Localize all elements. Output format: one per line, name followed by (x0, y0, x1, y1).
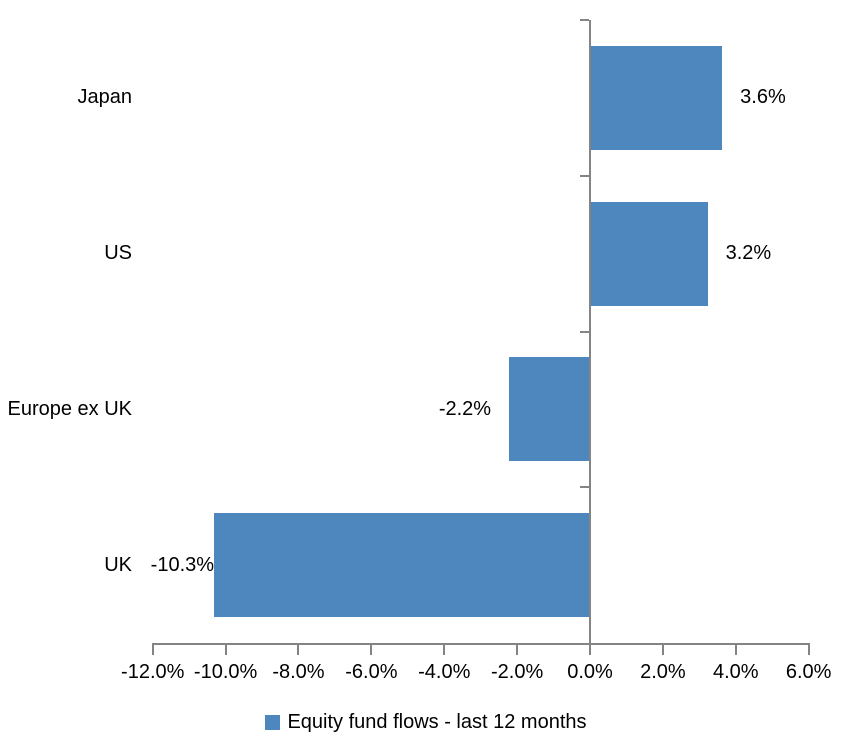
bar-data-label: 3.2% (725, 242, 772, 265)
bar (591, 45, 723, 150)
category-label: Japan (77, 86, 133, 109)
x-axis-tick (297, 645, 300, 655)
x-axis-tick (151, 645, 154, 655)
x-axis-tick-label: 4.0% (712, 661, 759, 683)
bar (508, 357, 589, 462)
x-axis-tick-label: 6.0% (785, 661, 832, 683)
x-axis-tick (443, 645, 446, 655)
legend-series-label: Equity fund flows - last 12 months (287, 711, 587, 733)
category-axis-tick (580, 174, 589, 177)
category-label: Europe ex UK (7, 397, 132, 420)
x-axis-tick-label: 2.0% (640, 661, 686, 683)
x-axis-tick-label: -10.0% (193, 661, 258, 683)
x-axis-tick-label: -12.0% (121, 661, 185, 683)
bar-data-label: 3.6% (740, 86, 786, 109)
x-axis-tick-label: -2.0% (490, 661, 544, 683)
bar-data-label: -2.2% (438, 397, 492, 420)
bar (213, 513, 589, 618)
x-axis-line (151, 643, 810, 645)
x-axis-tick (589, 645, 591, 655)
category-axis-tick (580, 330, 589, 333)
x-axis-tick-label: -4.0% (418, 661, 471, 683)
x-axis-tick (370, 645, 373, 655)
x-axis-tick (807, 645, 810, 655)
legend: Equity fund flows - last 12 months (0, 711, 852, 734)
x-axis-tick (516, 645, 519, 655)
category-label: UK (104, 553, 132, 576)
x-axis-tick-label: -6.0% (345, 661, 398, 683)
x-axis-tick-label: 0.0% (567, 661, 613, 683)
category-axis-tick (580, 19, 589, 21)
x-axis-tick (734, 645, 737, 655)
x-axis-tick (224, 645, 227, 655)
x-axis-tick (661, 645, 664, 655)
category-axis-tick (580, 486, 589, 489)
value-axis-line (589, 20, 591, 645)
x-axis-tick-label: -8.0% (272, 661, 325, 683)
category-label: US (104, 242, 132, 265)
bar (591, 201, 708, 306)
bar-data-label: -10.3% (150, 553, 215, 576)
legend-marker-square (265, 715, 281, 730)
